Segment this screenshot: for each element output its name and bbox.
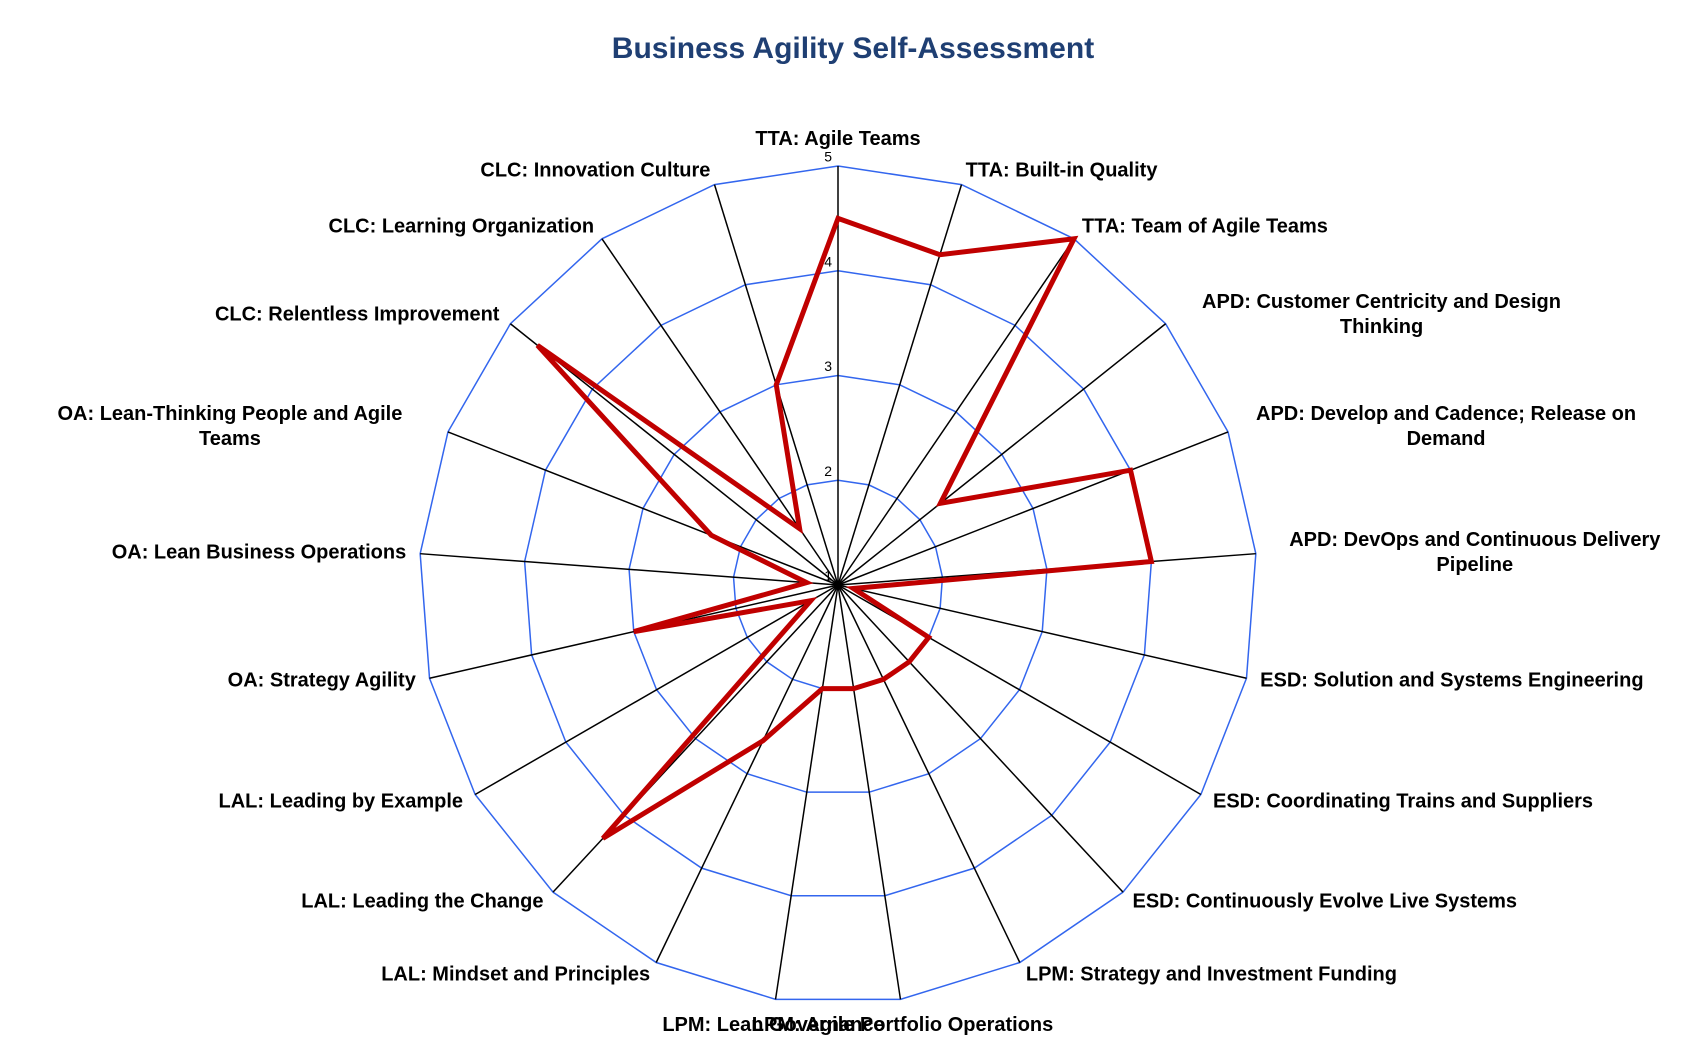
spoke <box>420 552 839 586</box>
category-label: APD: DevOps and Continuous Delivery Pipe… <box>1289 528 1661 576</box>
spoke <box>837 584 1124 893</box>
category-label: OA: Lean Business Operations <box>111 541 407 564</box>
category-label: CLC: Innovation Culture <box>480 159 711 182</box>
spoke <box>837 584 902 1000</box>
category-label: TTA: Agile Teams <box>755 128 921 150</box>
y-tick-label: 1 <box>824 568 832 584</box>
category-label: LAL: Mindset and Principles <box>381 963 651 986</box>
category-label: LPM: Strategy and Investment Funding <box>1025 963 1397 986</box>
grid-line <box>419 165 1257 1001</box>
spoke <box>655 584 839 963</box>
spoke <box>837 584 1247 679</box>
category-label: CLC: Learning Organization <box>328 215 595 238</box>
category-label: APD: Develop and Cadence; Release on Dem… <box>1256 402 1637 450</box>
spoke <box>474 584 839 796</box>
series-line <box>535 215 1155 841</box>
spoke <box>837 431 1229 586</box>
category-label: OA: Lean-Thinking People and Agile Teams <box>57 402 403 450</box>
y-tick-label: 5 <box>824 149 832 165</box>
spoke <box>552 584 839 893</box>
category-label: LAL: Leading by Example <box>218 790 463 812</box>
spoke <box>837 184 963 586</box>
category-label: LPM: Lean Governance <box>662 1014 885 1037</box>
chart-title: Business Agility Self-Assessment <box>611 32 1095 65</box>
category-label: ESD: Solution and Systems Engineering <box>1260 669 1644 692</box>
grid-line <box>523 269 1153 897</box>
category-label: TTA: Built-in Quality <box>965 159 1158 182</box>
spoke <box>447 431 839 586</box>
y-tick-label: 2 <box>824 463 832 479</box>
spoke <box>837 323 1167 586</box>
category-label: TTA: Team of Agile Teams <box>1081 215 1328 238</box>
spoke <box>837 584 1021 963</box>
category-label: LPM: Agile Portfolio Operations <box>751 1014 1054 1037</box>
category-label: CLC: Relentless Improvement <box>214 303 500 326</box>
category-label: OA: Strategy Agility <box>227 669 416 692</box>
category-label: LAL: Leading the Change <box>301 890 544 913</box>
category-label: ESD: Coordinating Trains and Suppliers <box>1212 790 1594 812</box>
category-label: ESD: Continuously Evolve Live Systems <box>1132 890 1518 913</box>
y-tick-label: 4 <box>824 253 832 269</box>
y-tick-label: 3 <box>824 358 832 374</box>
spoke <box>774 584 839 1000</box>
category-label: APD: Customer Centricity and Design Thin… <box>1202 291 1561 339</box>
spoke <box>837 238 1075 586</box>
